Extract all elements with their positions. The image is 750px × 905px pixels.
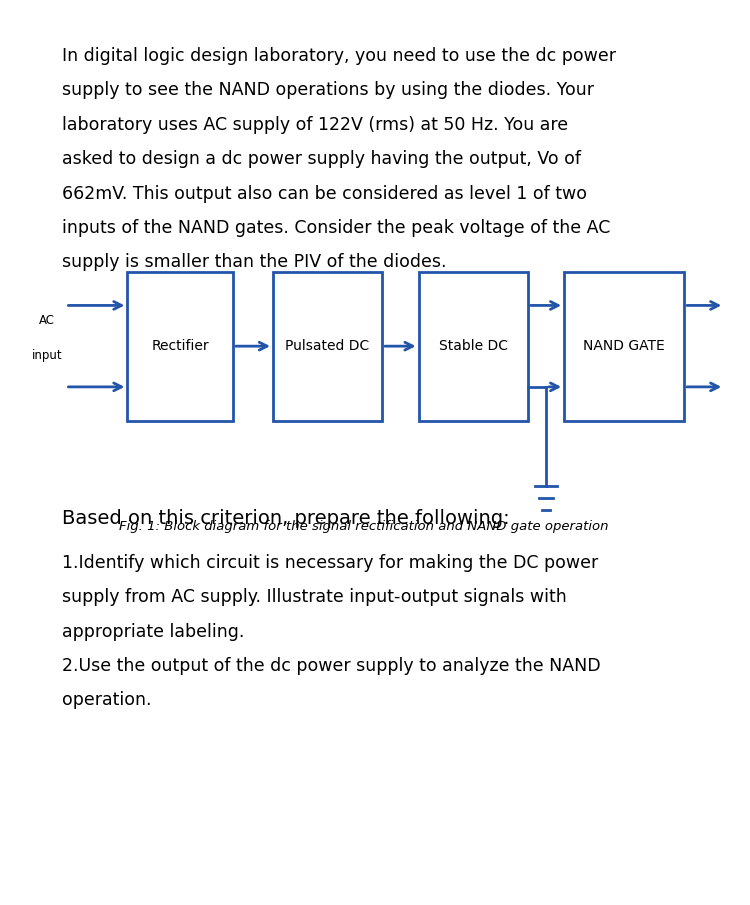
Text: inputs of the NAND gates. Consider the peak voltage of the AC: inputs of the NAND gates. Consider the p… (62, 219, 610, 237)
Text: Based on this criterion, prepare the following:: Based on this criterion, prepare the fol… (62, 509, 509, 528)
Text: NAND GATE: NAND GATE (584, 339, 665, 353)
Text: Pulsated DC: Pulsated DC (286, 339, 370, 353)
Text: 1.Identify which circuit is necessary for making the DC power: 1.Identify which circuit is necessary fo… (62, 554, 598, 572)
Text: In digital logic design laboratory, you need to use the dc power: In digital logic design laboratory, you … (62, 47, 616, 65)
Text: Fig. 1: Block diagram for the signal rectification and NAND gate operation: Fig. 1: Block diagram for the signal rec… (119, 520, 609, 533)
Text: input: input (32, 348, 62, 362)
Bar (128, 272, 233, 421)
Text: AC: AC (39, 314, 56, 328)
Text: 2.Use the output of the dc power supply to analyze the NAND: 2.Use the output of the dc power supply … (62, 657, 601, 675)
Text: Stable DC: Stable DC (439, 339, 508, 353)
Text: appropriate labeling.: appropriate labeling. (62, 623, 244, 641)
Text: asked to design a dc power supply having the output, Vo of: asked to design a dc power supply having… (62, 150, 580, 168)
Bar (564, 272, 684, 421)
Text: supply to see the NAND operations by using the diodes. Your: supply to see the NAND operations by usi… (62, 81, 594, 100)
Text: laboratory uses AC supply of 122V (rms) at 50 Hz. You are: laboratory uses AC supply of 122V (rms) … (62, 116, 568, 134)
Text: supply from AC supply. Illustrate input-output signals with: supply from AC supply. Illustrate input-… (62, 588, 566, 606)
Text: supply is smaller than the PIV of the diodes.: supply is smaller than the PIV of the di… (62, 253, 446, 272)
Text: Rectifier: Rectifier (152, 339, 209, 353)
Text: operation.: operation. (62, 691, 152, 710)
Text: 662mV. This output also can be considered as level 1 of two: 662mV. This output also can be considere… (62, 185, 586, 203)
Bar (419, 272, 528, 421)
Bar (273, 272, 382, 421)
